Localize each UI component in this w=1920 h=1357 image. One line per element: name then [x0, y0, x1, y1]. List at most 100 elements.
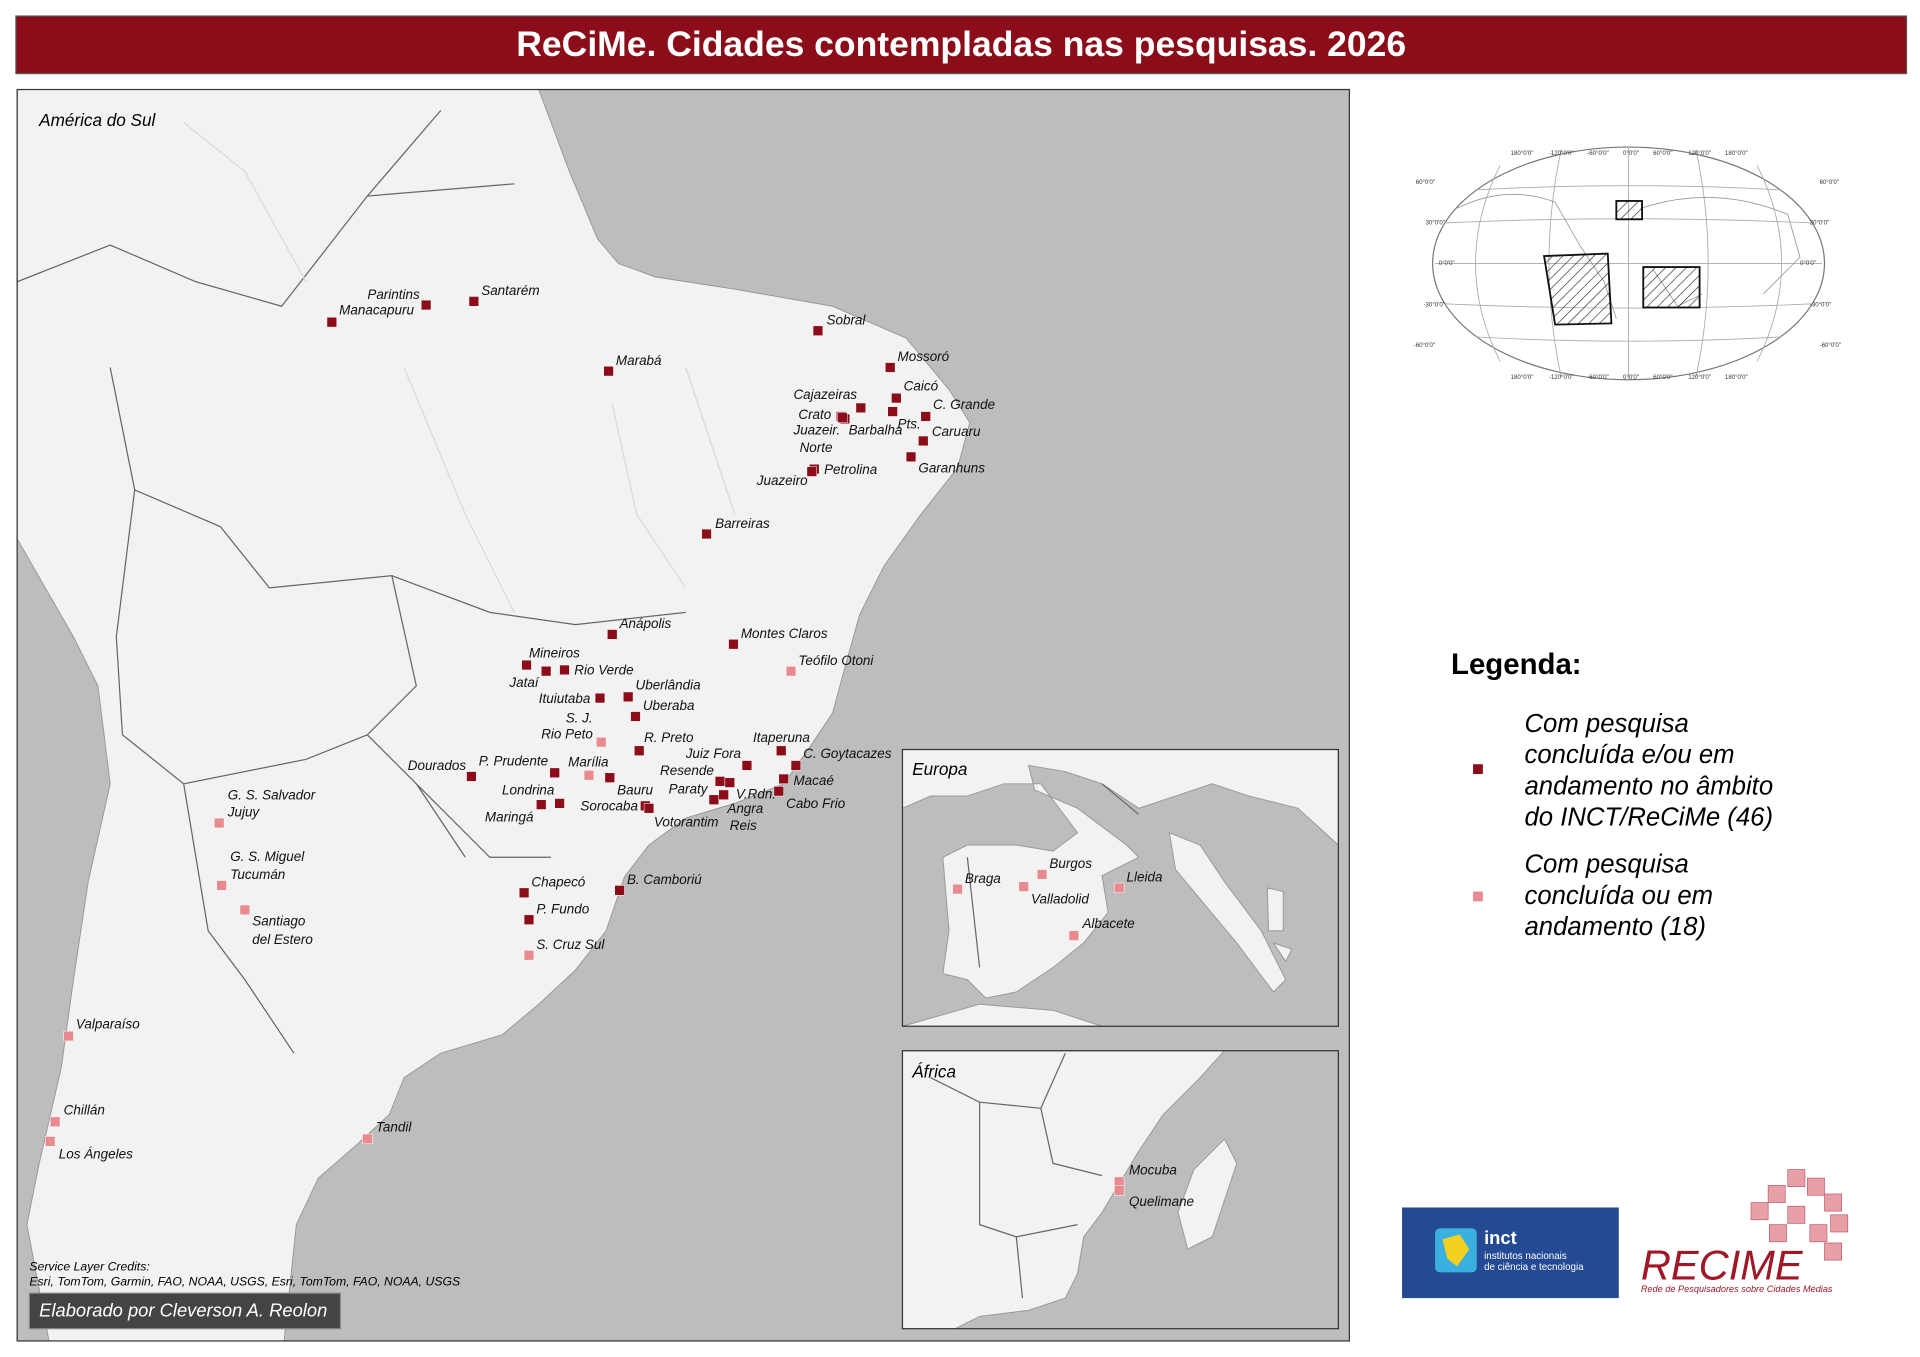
globe-lon-label: 0°0'0"	[1623, 374, 1639, 381]
city-marker	[468, 296, 480, 307]
city-label: C. Goytacazes	[803, 746, 892, 761]
globe-lon-label: 180°0'0"	[1725, 374, 1748, 381]
city-label: Valladolid	[1031, 892, 1089, 907]
city-marker	[812, 325, 824, 336]
city-label: Resende	[660, 763, 714, 778]
city-marker	[776, 745, 787, 756]
city-marker	[540, 666, 552, 677]
city-marker	[362, 1133, 373, 1145]
city-marker	[596, 737, 607, 748]
globe-lat-label: 0°0'0"	[1800, 260, 1816, 267]
city-marker	[887, 406, 898, 417]
city-marker	[630, 711, 641, 722]
inct-name: inct	[1484, 1227, 1517, 1248]
city-label: Londrina	[502, 783, 555, 798]
city-marker	[708, 794, 720, 805]
city-marker	[952, 883, 963, 895]
city-label: Norte	[800, 440, 833, 455]
legend-text: Com pesquisa	[1524, 851, 1688, 879]
city-label: Sobral	[827, 313, 867, 328]
city-label: Pts.	[898, 417, 921, 432]
city-label: Macaé	[793, 773, 833, 788]
globe-lon-label: 60°0'0"	[1653, 150, 1672, 157]
map-frame	[16, 88, 1350, 1342]
city-marker	[63, 1030, 74, 1042]
city-marker	[45, 1136, 56, 1147]
city-marker	[326, 317, 337, 328]
globe-lat-label: -30°0'0"	[1810, 302, 1831, 309]
city-label: Teófilo Otoni	[798, 653, 874, 668]
inset-frame	[901, 748, 1339, 1027]
city-marker	[1068, 930, 1080, 941]
globe-lat-label: 60°0'0"	[1416, 179, 1435, 186]
inset-frame	[901, 1050, 1339, 1330]
city-marker	[623, 691, 634, 703]
city-marker	[1114, 1185, 1125, 1196]
city-label: V.Rdn.	[736, 786, 776, 801]
city-label: Jujuy	[227, 805, 261, 820]
city-label: Santiago	[252, 914, 306, 929]
city-marker	[837, 412, 848, 423]
globe-lon-label: 0°0'0"	[1623, 150, 1639, 157]
recime-sub: Rede de Pesquisadores sobre Cidades Médi…	[1641, 1284, 1833, 1294]
city-label: Marabá	[616, 353, 662, 368]
legend-text: andamento no âmbito	[1524, 772, 1773, 800]
city-label: Itaperuna	[753, 730, 810, 745]
globe-lat-label: 30°0'0"	[1810, 220, 1829, 227]
city-marker	[891, 392, 902, 404]
city-label: Lleida	[1127, 870, 1163, 885]
city-marker	[549, 767, 560, 778]
title: ReCiMe. Cidades contempladas nas pesquis…	[516, 24, 1406, 64]
city-label: Parintins	[367, 287, 420, 302]
city-label: G. S. Miguel	[230, 849, 305, 864]
city-marker	[1018, 881, 1029, 892]
city-label: Jataí	[508, 675, 539, 690]
city-label: Rio Verde	[574, 663, 633, 678]
city-marker	[855, 402, 866, 414]
city-marker	[778, 773, 789, 785]
globe-lon-label: 60°0'0"	[1653, 374, 1672, 381]
city-marker	[559, 664, 570, 676]
city-marker	[728, 639, 739, 650]
city-label: Braga	[965, 871, 1001, 886]
city-marker	[773, 786, 784, 797]
city-label: Juazeiro	[756, 473, 808, 488]
title-bar	[15, 15, 1908, 75]
city-label: Mineiros	[529, 646, 580, 661]
city-marker	[536, 799, 547, 810]
credits-title: Service Layer Credits:	[29, 1260, 149, 1274]
globe-lon-label: 180°0'0"	[1511, 374, 1534, 381]
city-marker	[583, 770, 595, 781]
author-box	[28, 1292, 342, 1330]
map-label: África	[911, 1061, 956, 1081]
globe-lat-label: -60°0'0"	[1820, 342, 1841, 349]
city-marker	[718, 789, 729, 800]
city-label: Caicó	[904, 379, 939, 394]
globe-lon-label: -60°0'0"	[1587, 374, 1608, 381]
city-label: Garanhuns	[918, 461, 985, 476]
map-label: Europa	[912, 759, 967, 779]
city-label: C. Grande	[933, 397, 995, 412]
city-marker	[523, 914, 535, 925]
city-marker	[806, 466, 817, 477]
globe-lon-label: 180°0'0"	[1511, 150, 1534, 157]
city-label: Votorantim	[654, 815, 719, 830]
city-label: del Estero	[252, 932, 313, 947]
recime-name: RECIME	[1641, 1242, 1804, 1289]
city-label: R. Preto	[644, 730, 694, 745]
city-label: Chillán	[64, 1102, 105, 1117]
city-marker	[607, 629, 618, 640]
globe-lat-label: 0°0'0"	[1439, 260, 1455, 267]
city-label: Anápolis	[619, 616, 672, 631]
city-marker	[1114, 882, 1125, 894]
legend-text: do INCT/ReCiMe (46)	[1524, 804, 1773, 832]
globe-lat-label: 60°0'0"	[1820, 179, 1839, 186]
legend-text: concluída ou em	[1524, 882, 1713, 910]
city-marker	[634, 745, 645, 756]
city-label: Tucumán	[230, 867, 285, 882]
city-label: Sorocaba	[580, 799, 638, 814]
city-marker	[885, 362, 896, 373]
map-label: América do Sul	[38, 110, 156, 130]
